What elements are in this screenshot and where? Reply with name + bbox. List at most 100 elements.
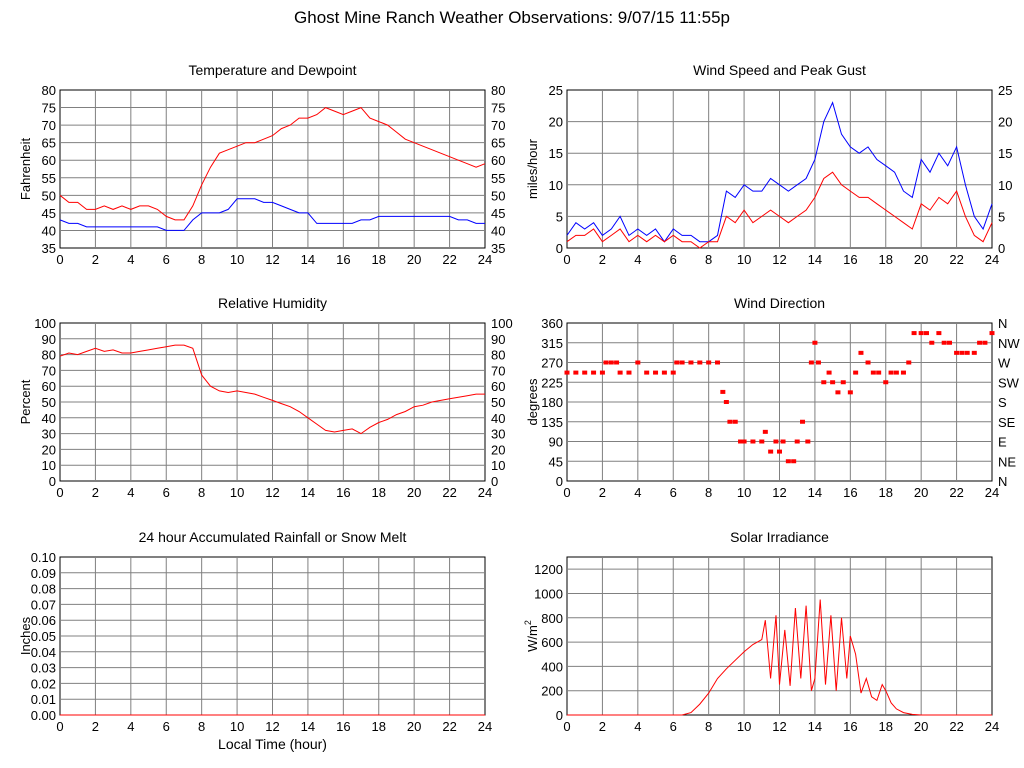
y-right-tick-label: 100	[491, 316, 513, 331]
y-tick-label: 360	[541, 316, 563, 331]
y-right-tick-label: 70	[491, 118, 505, 133]
y-right-tick-label: 10	[491, 458, 505, 473]
y-tick-label: 20	[549, 115, 563, 130]
winddir-point	[821, 380, 827, 385]
winddir-point	[679, 360, 685, 365]
y-right-tick-label: 0	[998, 241, 1005, 256]
chart-title: Relative Humidity	[218, 295, 327, 311]
y-tick-label: 0	[49, 474, 56, 489]
x-tick-label: 10	[230, 485, 244, 500]
wind-series-line	[566, 101, 993, 243]
y-right-tick-label: 40	[491, 223, 505, 238]
y-tick-label: 70	[42, 363, 56, 378]
temp-series-line	[59, 107, 486, 221]
y-tick-label: 225	[541, 375, 563, 390]
x-tick-label: 16	[336, 719, 350, 734]
winddir-point	[883, 380, 889, 385]
winddir-point	[870, 370, 876, 375]
y-axis-label: degrees	[525, 378, 540, 425]
winddir-point	[911, 331, 917, 336]
y-tick-label: 50	[42, 188, 56, 203]
y-right-tick-label: E	[998, 435, 1007, 450]
winddir-point	[900, 370, 906, 375]
winddir-point	[941, 340, 947, 345]
y-tick-label: 0.10	[31, 550, 56, 565]
y-tick-label: 0.02	[31, 676, 56, 691]
winddir-point	[876, 370, 882, 375]
x-tick-label: 18	[879, 485, 893, 500]
wind-series-line	[566, 171, 993, 249]
x-tick-label: 16	[336, 485, 350, 500]
x-tick-label: 18	[879, 719, 893, 734]
y-tick-label: 1000	[534, 586, 563, 601]
winddir-point	[670, 370, 676, 375]
x-tick-label: 18	[372, 485, 386, 500]
x-tick-label: 6	[670, 252, 677, 267]
y-right-tick-label: NW	[998, 336, 1020, 351]
y-tick-label: 0.00	[31, 708, 56, 723]
winddir-point	[800, 419, 806, 424]
chart-title: Solar Irradiance	[730, 529, 829, 545]
x-tick-label: 24	[985, 485, 999, 500]
y-right-tick-label: 55	[491, 171, 505, 186]
y-right-tick-label: 50	[491, 395, 505, 410]
winddir-point	[697, 360, 703, 365]
temp-series-line	[59, 198, 485, 231]
x-tick-label: 2	[92, 485, 99, 500]
y-right-tick-label: 65	[491, 136, 505, 151]
x-tick-label: 12	[772, 719, 786, 734]
x-tick-label: 22	[949, 719, 963, 734]
x-tick-label: 6	[163, 252, 170, 267]
winddir-point	[954, 350, 960, 355]
y-right-tick-label: SW	[998, 375, 1020, 390]
x-tick-label: 14	[301, 719, 315, 734]
x-tick-label: 12	[265, 252, 279, 267]
winddir-point	[762, 429, 768, 434]
winddir-point	[977, 340, 983, 345]
x-tick-label: 14	[808, 485, 822, 500]
y-tick-label: 0.03	[31, 661, 56, 676]
solar-chart: 0 2 4 6 8 10 12 14 16 18 20 22 240200400600800100012…	[523, 529, 999, 734]
winddir-point	[661, 370, 667, 375]
x-tick-label: 20	[914, 252, 928, 267]
winddir-point	[573, 370, 579, 375]
winddir-point	[918, 331, 924, 336]
y-tick-label: 90	[42, 332, 56, 347]
x-tick-label: 20	[407, 719, 421, 734]
y-right-tick-label: W	[998, 356, 1011, 371]
x-tick-label: 10	[230, 252, 244, 267]
x-tick-label: 20	[407, 252, 421, 267]
y-right-tick-label: 20	[491, 442, 505, 457]
x-tick-label: 8	[198, 719, 205, 734]
winddir-point	[936, 331, 942, 336]
y-tick-label: 20	[42, 442, 56, 457]
x-tick-label: 10	[737, 485, 751, 500]
winddir-point	[635, 360, 641, 365]
winddir-point	[858, 350, 864, 355]
x-tick-label: 0	[563, 719, 570, 734]
winddir-point	[614, 360, 620, 365]
x-tick-label: 24	[478, 252, 492, 267]
x-tick-label: 22	[442, 485, 456, 500]
y-right-tick-label: 75	[491, 101, 505, 116]
winddir-point	[847, 390, 853, 395]
x-tick-label: 18	[372, 719, 386, 734]
winddir-point	[929, 340, 935, 345]
x-tick-label: 2	[92, 719, 99, 734]
y-axis-label: Inches	[18, 616, 33, 655]
y-tick-label: 15	[549, 146, 563, 161]
page-title: Ghost Mine Ranch Weather Observations: 9…	[294, 8, 730, 27]
y-right-tick-label: 60	[491, 379, 505, 394]
temp-chart: 0 2 4 6 8 10 12 14 16 18 20 22 243540455055606570758…	[18, 62, 505, 267]
winddir-point	[982, 340, 988, 345]
y-axis-label-superscript: 2	[523, 620, 533, 625]
y-tick-label: 0	[556, 708, 563, 723]
y-tick-label: 60	[42, 153, 56, 168]
winddir-point	[815, 360, 821, 365]
x-tick-label: 12	[772, 252, 786, 267]
y-right-tick-label: 25	[998, 83, 1012, 98]
x-tick-label: 16	[843, 719, 857, 734]
winddir-point	[591, 370, 597, 375]
x-tick-label: 8	[705, 485, 712, 500]
winddir-point	[738, 439, 744, 444]
